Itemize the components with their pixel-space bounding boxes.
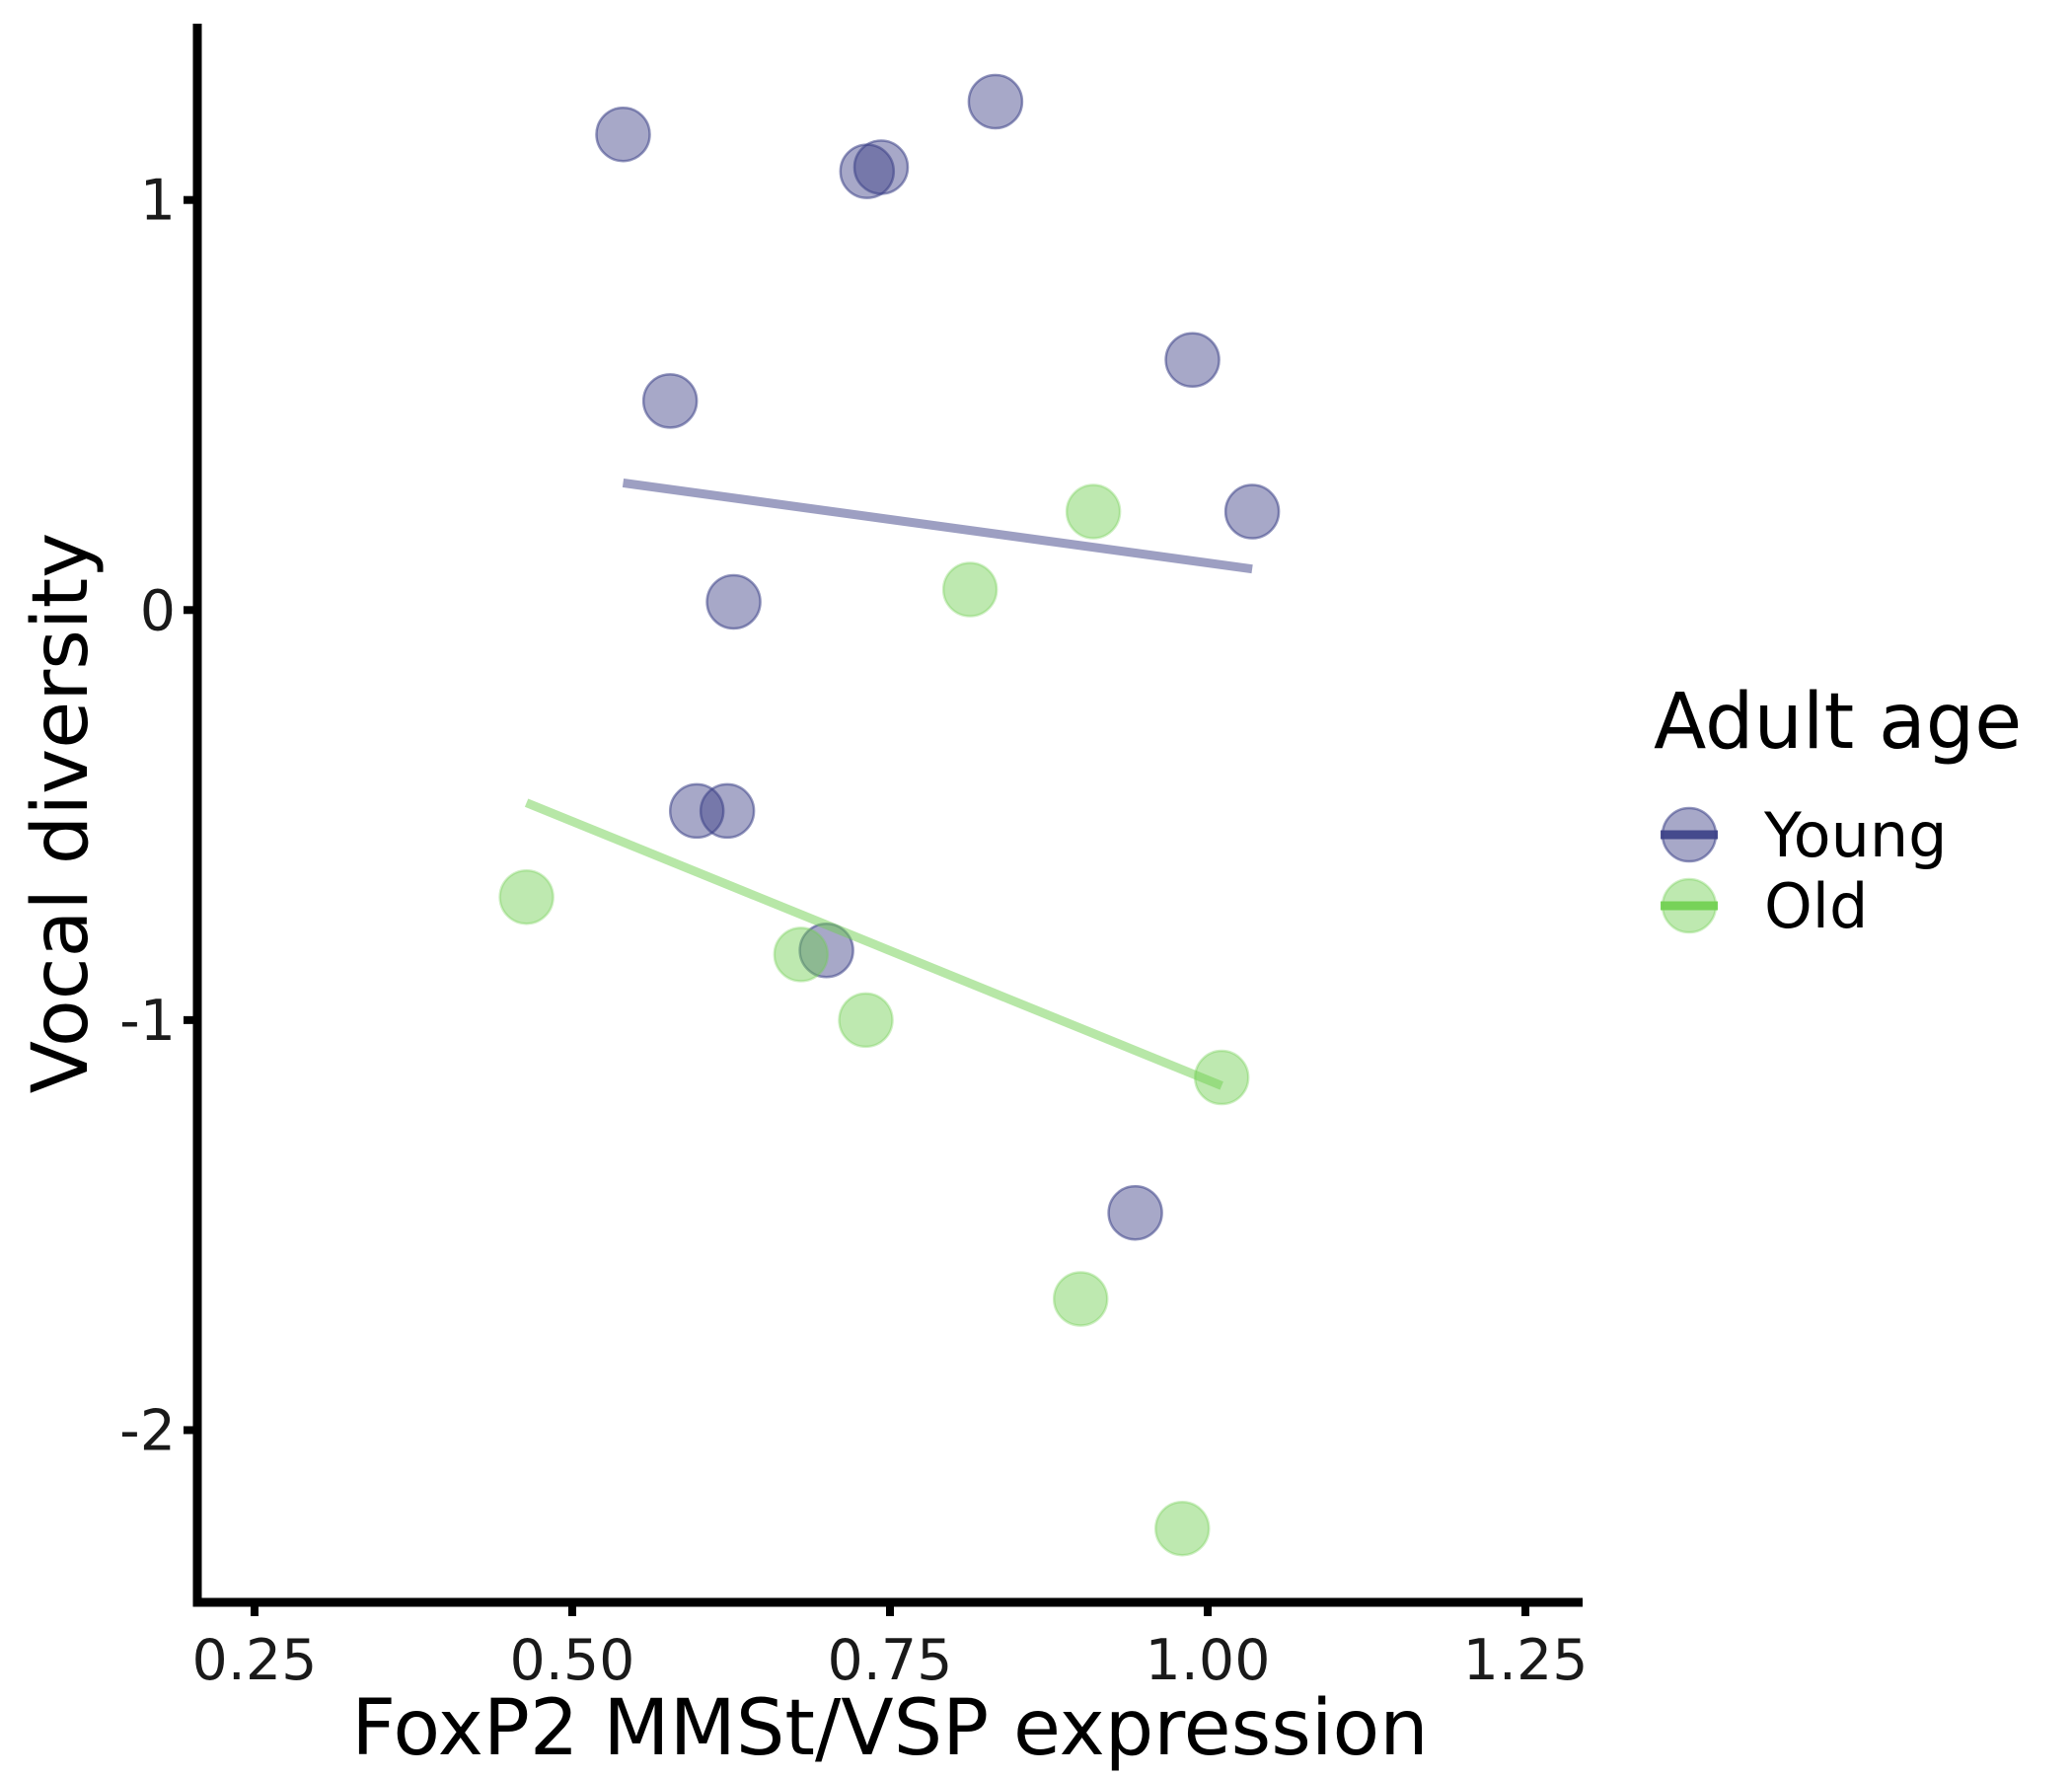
y-tick-label: 0 (140, 578, 176, 643)
data-point-old (838, 992, 894, 1049)
data-point-old (1052, 1271, 1109, 1327)
data-point-young (705, 573, 762, 630)
plot-marks (498, 73, 1281, 1557)
data-point-young (1107, 1184, 1163, 1241)
legend-label: Old (1764, 870, 1868, 942)
axes: 1 0 -1 -2 0.25 0.50 0.75 1.00 1.25 (119, 24, 1588, 1693)
trend-line-old (524, 798, 1223, 1090)
legend-item-young: Young (1661, 799, 1948, 871)
data-point-old (1154, 1500, 1211, 1557)
data-point-old (941, 561, 999, 618)
data-point-old (773, 926, 830, 983)
x-axis-title: FoxP2 MMSt/VSP expression (351, 1684, 1428, 1773)
data-point-young (595, 106, 651, 163)
x-tick-label: 0.50 (510, 1628, 635, 1693)
y-axis-title: Vocal diversity (17, 533, 106, 1094)
x-axis-ticks: 0.25 0.50 0.75 1.00 1.25 (192, 1602, 1589, 1693)
legend-title: Adult age (1654, 678, 2022, 767)
data-point-old (498, 868, 555, 925)
data-point-old (1065, 483, 1122, 540)
y-tick-label: -2 (119, 1398, 176, 1463)
y-axis-ticks: 1 0 -1 -2 (119, 169, 197, 1463)
data-point-young (699, 782, 756, 840)
trend-line-young (622, 478, 1253, 574)
x-tick-label: 0.75 (828, 1628, 953, 1693)
x-tick-label: 0.25 (192, 1628, 318, 1693)
series-young (595, 73, 1281, 1241)
data-point-young (1164, 332, 1221, 389)
x-tick-label: 1.25 (1463, 1628, 1589, 1693)
data-point-young (967, 73, 1024, 130)
legend-label: Young (1763, 799, 1948, 871)
x-tick-label: 1.00 (1146, 1628, 1271, 1693)
data-point-young (668, 782, 725, 840)
legend-item-old: Old (1661, 870, 1868, 942)
data-point-young (1223, 483, 1281, 540)
y-tick-label: -1 (119, 989, 176, 1054)
series-old (498, 483, 1250, 1557)
y-tick-label: 1 (140, 169, 176, 234)
data-point-young (641, 373, 699, 429)
data-point-young (852, 139, 910, 195)
